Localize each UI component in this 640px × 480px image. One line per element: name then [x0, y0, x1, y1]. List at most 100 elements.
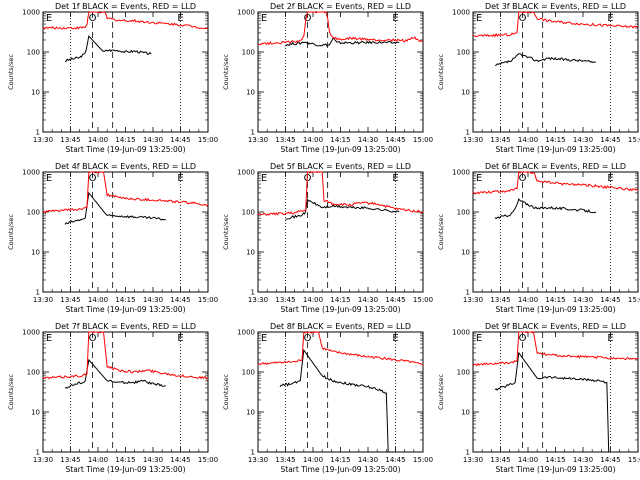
chart-title: Det 7f BLACK = Events, RED = LLD [55, 322, 196, 331]
phase-marker-e: E [607, 173, 613, 184]
x-tick-label: 14:45 [600, 296, 620, 304]
x-tick-label: 13:30 [248, 296, 268, 304]
y-tick-label: 1000 [452, 9, 470, 17]
y-tick-label: 1 [466, 289, 470, 297]
series-line-events [64, 191, 166, 225]
x-tick-label: 14:15 [330, 136, 350, 144]
x-tick-label: 14:45 [600, 456, 620, 464]
y-axis-label: Counts/sec [222, 54, 230, 90]
y-tick-label: 1000 [237, 329, 255, 337]
x-tick-label: 14:15 [330, 456, 350, 464]
detector-panel-6: Det 6f BLACK = Events, RED = LLD Counts/s… [437, 162, 640, 314]
y-tick-label: 1 [36, 449, 40, 457]
series-line-lld [472, 331, 639, 367]
detector-panel-9: Det 9f BLACK = Events, RED = LLD Counts/s… [437, 322, 640, 474]
plot-frame [472, 331, 639, 453]
x-tick-label: 15:00 [413, 456, 433, 464]
y-tick-label: 10 [31, 89, 40, 97]
chart-title: Det 4f BLACK = Events, RED = LLD [55, 162, 196, 171]
y-tick-label: 10 [461, 89, 470, 97]
y-tick-label: 1 [36, 289, 40, 297]
detector-panel-7: Det 7f BLACK = Events, RED = LLD Counts/s… [7, 322, 218, 474]
x-tick-label: 14:45 [385, 136, 405, 144]
x-tick-label: 14:15 [115, 456, 135, 464]
y-axis-label: Counts/sec [7, 374, 15, 410]
y-tick-label: 1000 [452, 329, 470, 337]
phase-marker-o: O [304, 13, 312, 24]
x-tick-label: 14:45 [170, 456, 190, 464]
y-tick-label: 100 [457, 209, 470, 217]
phase-marker-e: E [177, 173, 183, 184]
y-tick-label: 1 [466, 449, 470, 457]
x-tick-label: 13:45 [60, 136, 80, 144]
x-tick-label: 14:45 [600, 136, 620, 144]
chart-title: Det 6f BLACK = Events, RED = LLD [485, 162, 626, 171]
series-line-events [279, 348, 389, 453]
y-tick-label: 100 [457, 369, 470, 377]
phase-marker-e: E [607, 13, 613, 24]
y-tick-label: 100 [27, 369, 40, 377]
detector-panel-8: Det 8f BLACK = Events, RED = LLD Counts/s… [222, 322, 433, 474]
plot-frame [257, 171, 424, 293]
x-axis-label: Start Time (19-Jun-09 13:25:00) [281, 145, 401, 154]
x-tick-label: 15:00 [628, 456, 640, 464]
x-tick-label: 13:30 [463, 456, 483, 464]
x-tick-label: 14:15 [115, 136, 135, 144]
phase-marker-e: E [261, 13, 267, 24]
x-tick-label: 14:45 [385, 456, 405, 464]
x-axis-label: Start Time (19-Jun-09 13:25:00) [66, 465, 186, 474]
y-axis-label: Counts/sec [437, 54, 445, 90]
y-tick-label: 10 [31, 249, 40, 257]
plot-frame [472, 171, 639, 293]
x-tick-label: 13:30 [463, 136, 483, 144]
phase-marker-e: E [177, 333, 183, 344]
y-tick-label: 1000 [22, 9, 40, 17]
y-tick-label: 10 [246, 409, 255, 417]
x-tick-label: 14:15 [115, 296, 135, 304]
series-line-lld [472, 171, 639, 195]
phase-marker-e: E [46, 333, 52, 344]
series-line-events [285, 36, 400, 47]
x-tick-label: 14:00 [303, 296, 323, 304]
x-tick-label: 15:00 [198, 456, 218, 464]
phase-marker-o: O [519, 333, 527, 344]
series-line-events [494, 53, 596, 66]
x-tick-label: 14:15 [545, 296, 565, 304]
plot-frame [42, 11, 209, 133]
y-tick-label: 100 [457, 49, 470, 57]
phase-marker-e: E [476, 13, 482, 24]
x-tick-label: 14:45 [170, 296, 190, 304]
x-tick-label: 14:30 [573, 456, 593, 464]
x-tick-label: 15:00 [628, 296, 640, 304]
series-line-lld [42, 331, 209, 380]
plot-frame [257, 11, 424, 133]
series-line-lld [257, 171, 424, 217]
x-tick-label: 14:30 [358, 296, 378, 304]
detector-panel-3: Det 3f BLACK = Events, RED = LLD Counts/s… [437, 2, 640, 154]
x-axis-label: Start Time (19-Jun-09 13:25:00) [496, 465, 616, 474]
y-tick-label: 1000 [237, 169, 255, 177]
x-tick-label: 14:00 [88, 456, 108, 464]
y-tick-label: 1 [251, 449, 255, 457]
x-tick-label: 14:00 [303, 456, 323, 464]
y-tick-label: 1 [466, 129, 470, 137]
x-tick-label: 14:30 [143, 136, 163, 144]
x-tick-label: 13:45 [275, 296, 295, 304]
phase-marker-o: O [89, 173, 97, 184]
x-tick-label: 15:00 [628, 136, 640, 144]
y-tick-label: 10 [246, 249, 255, 257]
y-axis-label: Counts/sec [437, 374, 445, 410]
series-line-events [494, 351, 610, 453]
series-line-events [285, 198, 400, 220]
x-tick-label: 13:30 [248, 456, 268, 464]
x-tick-label: 13:30 [463, 296, 483, 304]
detector-panel-4: Det 4f BLACK = Events, RED = LLD Counts/s… [7, 162, 218, 314]
x-tick-label: 13:45 [60, 296, 80, 304]
phase-marker-e: E [46, 13, 52, 24]
y-tick-label: 10 [461, 409, 470, 417]
x-tick-label: 13:45 [490, 136, 510, 144]
x-tick-label: 13:45 [490, 456, 510, 464]
series-line-lld [42, 11, 209, 30]
series-line-events [494, 198, 597, 220]
series-line-lld [257, 331, 424, 366]
